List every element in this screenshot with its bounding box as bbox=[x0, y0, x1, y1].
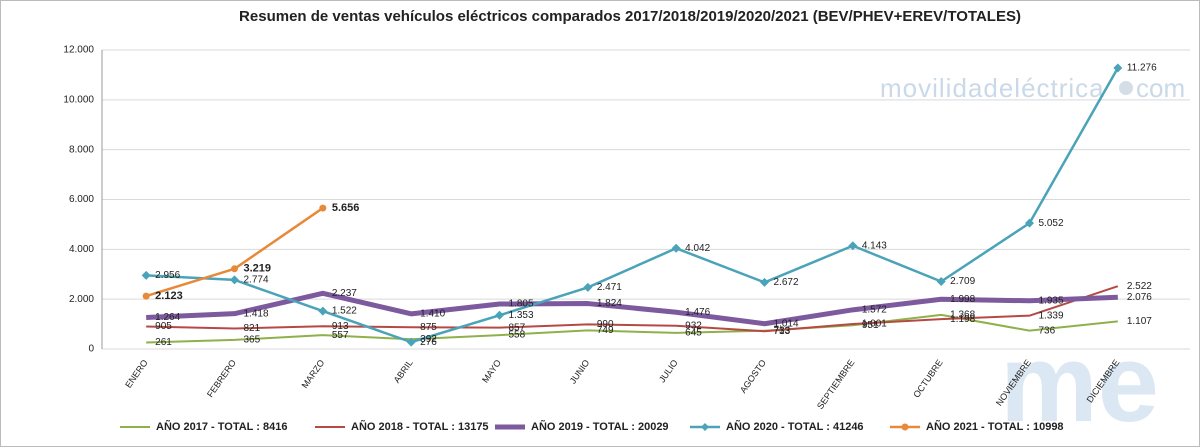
data-label: 1.522 bbox=[332, 306, 357, 317]
data-label: 932 bbox=[685, 320, 702, 331]
data-label: 1.107 bbox=[1127, 316, 1152, 327]
data-label: 821 bbox=[244, 323, 261, 334]
data-label: 2.672 bbox=[774, 277, 799, 288]
y-tick-label: 6.000 bbox=[69, 194, 94, 205]
data-label: 1.572 bbox=[862, 304, 887, 315]
point-marker bbox=[230, 275, 239, 285]
data-label: 1.935 bbox=[1039, 295, 1064, 306]
data-label: 2.774 bbox=[244, 275, 269, 286]
legend-marker bbox=[901, 423, 909, 431]
data-label: 3.219 bbox=[244, 263, 272, 275]
point-marker bbox=[142, 292, 150, 300]
legend-label: AÑO 2017 - TOTAL : 8416 bbox=[156, 420, 287, 433]
data-label: 4.042 bbox=[685, 243, 710, 254]
data-label: 2.956 bbox=[155, 270, 180, 281]
data-label: 875 bbox=[420, 322, 437, 333]
data-label: 365 bbox=[244, 335, 261, 346]
data-label: 951 bbox=[862, 320, 879, 331]
data-label: 1.198 bbox=[950, 314, 975, 325]
data-label: 1.998 bbox=[950, 294, 975, 305]
y-tick-label: 12.000 bbox=[63, 45, 94, 56]
point-marker bbox=[848, 241, 858, 251]
data-label: 2.123 bbox=[155, 290, 183, 302]
chart-title: Resumen de ventas vehículos eléctricos c… bbox=[239, 8, 1021, 25]
data-label: 5.052 bbox=[1039, 218, 1064, 229]
watermark-logo: me bbox=[1000, 322, 1159, 445]
point-marker bbox=[583, 282, 593, 292]
data-label: 4.143 bbox=[862, 240, 887, 251]
data-label: 1.353 bbox=[509, 310, 534, 321]
data-label: 392 bbox=[420, 334, 437, 345]
data-label: 1.410 bbox=[420, 309, 445, 320]
data-label: 913 bbox=[332, 321, 349, 332]
y-tick-label: 10.000 bbox=[63, 94, 94, 105]
legend-marker bbox=[701, 423, 709, 431]
data-label: 558 bbox=[509, 330, 526, 341]
watermark-dot bbox=[1119, 81, 1133, 95]
data-label: 749 bbox=[597, 325, 614, 336]
data-label: 733 bbox=[774, 325, 791, 336]
data-label: 276 bbox=[420, 337, 437, 348]
y-tick-label: 0 bbox=[88, 344, 94, 355]
data-label: 2.709 bbox=[950, 276, 975, 287]
data-label: 557 bbox=[332, 330, 349, 341]
point-marker bbox=[231, 265, 238, 273]
point-marker bbox=[936, 277, 946, 287]
point-marker bbox=[141, 270, 151, 280]
data-label: 2.471 bbox=[597, 282, 622, 293]
data-label: 857 bbox=[509, 322, 526, 333]
point-marker bbox=[1025, 218, 1034, 228]
data-label: 1.418 bbox=[244, 308, 269, 319]
data-label: 2.237 bbox=[332, 288, 357, 299]
point-marker bbox=[318, 306, 328, 316]
series-line bbox=[146, 290, 1118, 327]
legend-label: AÑO 2019 - TOTAL : 20029 bbox=[531, 420, 669, 433]
data-label: 261 bbox=[155, 337, 172, 348]
legend-label: AÑO 2018 - TOTAL : 13175 bbox=[351, 420, 489, 433]
data-label: 1.368 bbox=[950, 310, 975, 321]
data-label: 736 bbox=[1039, 325, 1056, 336]
y-tick-label: 8.000 bbox=[69, 144, 94, 155]
y-tick-label: 4.000 bbox=[69, 244, 94, 255]
data-label: 1.001 bbox=[862, 319, 887, 330]
data-label: 1.339 bbox=[1039, 310, 1064, 321]
data-label: 5.656 bbox=[332, 202, 360, 214]
data-label: 1.824 bbox=[597, 298, 622, 309]
data-label: 2.522 bbox=[1127, 281, 1152, 292]
data-label: 1.264 bbox=[155, 312, 180, 323]
point-marker bbox=[495, 310, 504, 320]
legend-label: AÑO 2021 - TOTAL : 10998 bbox=[926, 420, 1064, 433]
point-marker bbox=[760, 277, 769, 287]
data-label: 2.076 bbox=[1127, 292, 1152, 303]
data-label: 1.476 bbox=[685, 307, 710, 318]
point-marker bbox=[671, 243, 681, 253]
data-label: 1.805 bbox=[509, 299, 534, 310]
series-line bbox=[146, 67, 1119, 344]
point-marker bbox=[406, 337, 416, 347]
point-marker bbox=[319, 204, 327, 212]
y-tick-label: 2.000 bbox=[69, 294, 94, 305]
series-line bbox=[146, 285, 1119, 333]
watermark: movilidadeléctrica bbox=[880, 73, 1105, 103]
point-marker bbox=[1113, 63, 1123, 73]
data-label: 905 bbox=[155, 321, 172, 332]
watermark-suffix: com bbox=[1136, 73, 1185, 103]
data-label: 11.276 bbox=[1127, 63, 1157, 74]
legend-label: AÑO 2020 - TOTAL : 41246 bbox=[726, 420, 864, 433]
data-label: 713 bbox=[774, 326, 791, 337]
data-label: 645 bbox=[685, 328, 702, 339]
data-label: 1.014 bbox=[774, 318, 799, 329]
series-line bbox=[146, 313, 1118, 344]
data-label: 990 bbox=[597, 319, 614, 330]
